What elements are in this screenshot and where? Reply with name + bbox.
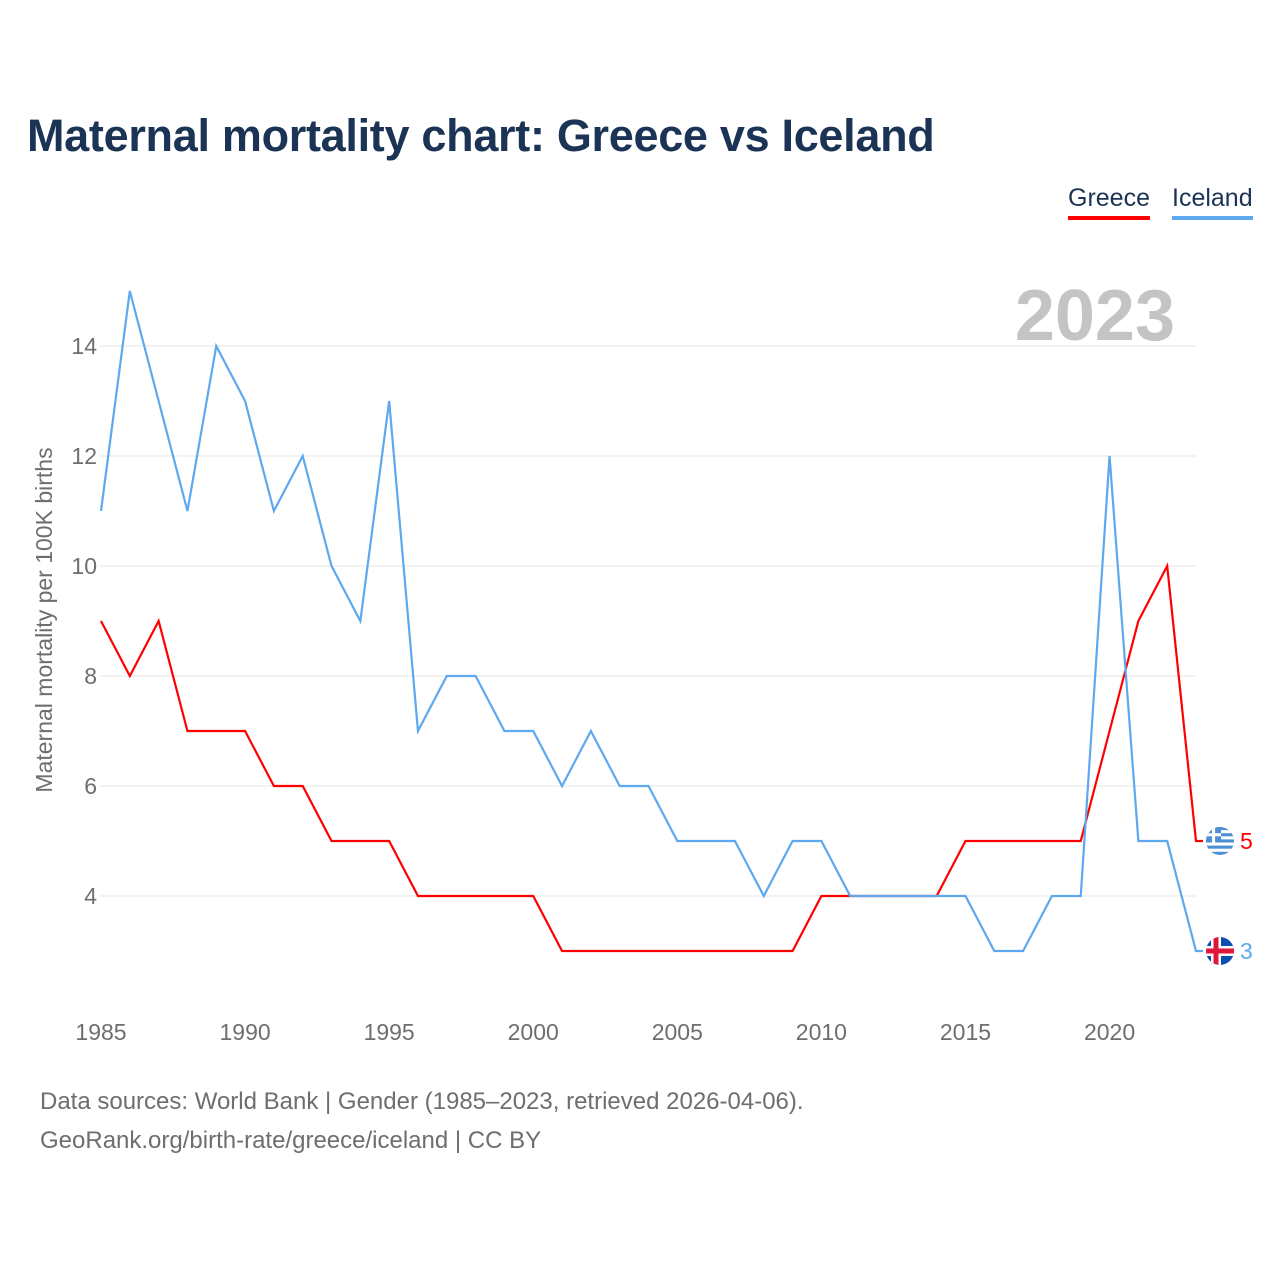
legend-greece[interactable]: Greece	[1068, 184, 1150, 220]
x-tick-label: 1990	[219, 1019, 270, 1045]
y-tick-label: 14	[71, 333, 97, 359]
y-tick-label: 4	[84, 883, 97, 909]
x-tick-label: 1985	[75, 1019, 126, 1045]
x-tick-label: 2000	[508, 1019, 559, 1045]
legend-iceland[interactable]: Iceland	[1172, 184, 1253, 220]
year-watermark: 2023	[1015, 276, 1175, 356]
y-axis-label: Maternal mortality per 100K births	[31, 447, 57, 792]
greece-flag-icon	[1206, 827, 1234, 855]
iceland-flag-icon	[1206, 937, 1234, 965]
y-tick-label: 8	[84, 663, 97, 689]
x-tick-label: 2010	[796, 1019, 847, 1045]
x-tick-label: 2005	[652, 1019, 703, 1045]
chart-title: Maternal mortality chart: Greece vs Icel…	[27, 110, 935, 161]
x-tick-label: 1995	[364, 1019, 415, 1045]
x-tick-label: 2020	[1084, 1019, 1135, 1045]
y-tick-label: 6	[84, 773, 97, 799]
y-tick-label: 10	[71, 553, 97, 579]
iceland-series-line	[99, 290, 1203, 953]
footer-source: Data sources: World Bank | Gender (1985–…	[40, 1088, 804, 1115]
x-tick-label: 2015	[940, 1019, 991, 1045]
greece-series-line	[100, 562, 1203, 953]
footer-link[interactable]: GeoRank.org/birth-rate/greece/iceland | …	[40, 1127, 542, 1154]
greece-end-label: 5	[1240, 828, 1253, 854]
y-tick-label: 12	[71, 443, 97, 469]
iceland-end-label: 3	[1240, 938, 1253, 964]
